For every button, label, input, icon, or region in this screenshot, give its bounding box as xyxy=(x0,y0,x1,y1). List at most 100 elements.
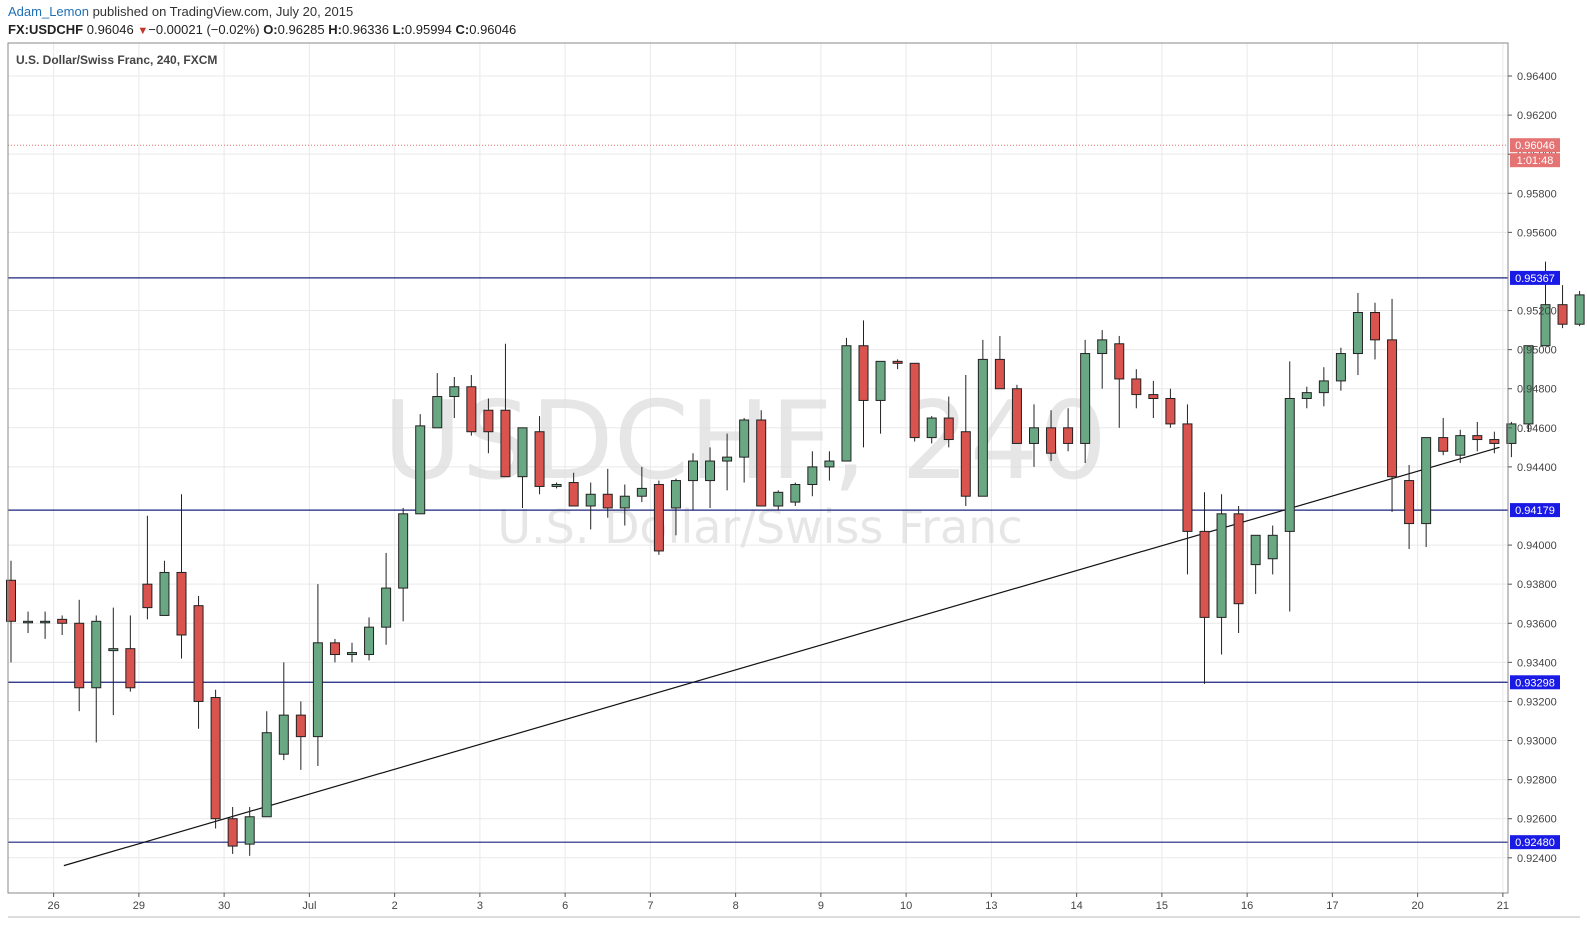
candle-body xyxy=(1301,392,1312,399)
candle-up xyxy=(1421,437,1432,548)
candle-body xyxy=(602,493,613,509)
candle-body xyxy=(312,642,323,738)
candle-body xyxy=(1063,427,1074,444)
candle-body xyxy=(1029,427,1039,444)
candle-body xyxy=(1540,304,1551,347)
level-price-tag xyxy=(1510,270,1560,285)
candle-body xyxy=(858,345,869,401)
y-tick-label: 0.93400 xyxy=(1517,657,1557,669)
x-tick-label: 21 xyxy=(1497,900,1509,912)
candle-down xyxy=(500,343,511,478)
candle-down xyxy=(1370,302,1380,360)
y-tick-label: 0.92600 xyxy=(1517,814,1557,826)
level-price-label: 0.94179 xyxy=(1515,505,1555,517)
low-label: L: xyxy=(392,22,405,37)
candle-up xyxy=(1284,361,1295,612)
candle-down xyxy=(1489,431,1500,454)
candle-down xyxy=(960,375,971,506)
x-tick-label: 16 xyxy=(1241,900,1253,912)
candle-body xyxy=(108,648,119,652)
candle-body xyxy=(568,482,579,507)
chart-title: U.S. Dollar/Swiss Franc, 240, FXCM xyxy=(16,53,217,67)
candle-up xyxy=(449,376,460,419)
price-axis[interactable]: 0.964000.962000.960000.958000.956000.952… xyxy=(1508,71,1557,865)
candle-down xyxy=(602,468,613,518)
open-value: 0.96285 xyxy=(277,22,325,37)
candle-up xyxy=(364,617,375,661)
y-tick-label: 0.95000 xyxy=(1517,345,1557,357)
candle-body xyxy=(193,605,204,702)
level-labels: 0.95367 0.94179 0.93298 0.92480 0.96046 1:01:… xyxy=(1510,138,1560,850)
price-change: −0.00021 (−0.02%) xyxy=(148,22,260,37)
y-tick-label: 0.94400 xyxy=(1517,462,1557,474)
candle-down xyxy=(568,472,579,507)
candle-up xyxy=(244,806,255,856)
candle-down xyxy=(74,599,85,712)
x-tick-label: 26 xyxy=(48,900,60,912)
candle-down xyxy=(534,416,545,495)
candle-up xyxy=(1080,339,1091,463)
low-value: 0.95994 xyxy=(404,22,452,37)
candle-body xyxy=(1506,423,1517,444)
candle-body xyxy=(756,419,767,507)
candle-body xyxy=(824,460,835,468)
author-link[interactable]: Adam_Lemon xyxy=(8,4,89,19)
candle-up xyxy=(347,642,357,663)
candle-up xyxy=(1523,345,1534,432)
candle-body xyxy=(23,620,34,624)
x-tick-label: 2 xyxy=(392,900,398,912)
candle-down xyxy=(125,615,136,692)
close-value: 0.96046 xyxy=(469,22,517,37)
candle-up xyxy=(739,418,750,483)
candle-body xyxy=(977,358,988,497)
candle-body xyxy=(432,396,443,429)
level-price-tag xyxy=(1510,675,1560,690)
candle-down xyxy=(1114,335,1125,428)
candle-down xyxy=(1387,298,1398,512)
candle-up xyxy=(381,552,392,645)
x-tick-label: 9 xyxy=(818,900,824,912)
candle-body xyxy=(159,571,170,616)
countdown-label: 1:01:48 xyxy=(1517,155,1554,167)
x-tick-label: 17 xyxy=(1326,900,1338,912)
candle-body xyxy=(483,409,494,433)
candle-down xyxy=(1131,369,1142,409)
candle-up xyxy=(517,427,528,508)
candle-body xyxy=(500,409,511,478)
level-price-label: 0.92480 xyxy=(1515,837,1555,849)
y-tick-label: 0.92400 xyxy=(1517,853,1557,865)
candle-up xyxy=(1574,290,1585,327)
time-axis[interactable]: 26 29 30 Jul 2 3 6 7 8 9 10 13 14 15 16 17 20 21 xyxy=(48,893,1510,912)
candle-down xyxy=(295,701,306,770)
candle-body xyxy=(585,493,596,507)
candle-body xyxy=(415,425,426,515)
y-tick-label: 0.95600 xyxy=(1517,227,1557,239)
countdown-tag xyxy=(1510,153,1560,168)
chart-header: Adam_Lemon published on TradingView.com,… xyxy=(0,0,1587,42)
last-price-tag xyxy=(1510,138,1560,153)
candle-body xyxy=(1046,427,1057,454)
trendline xyxy=(63,446,1500,867)
high-label: H: xyxy=(328,22,342,37)
candle-body xyxy=(91,620,102,689)
candle-body xyxy=(57,618,68,624)
candle-body xyxy=(40,620,51,624)
x-tick-label: 3 xyxy=(477,900,483,912)
candle-down xyxy=(994,335,1005,390)
candle-up xyxy=(977,339,988,497)
x-tick-label: 30 xyxy=(218,900,230,912)
candle-body xyxy=(6,579,16,622)
candle-body xyxy=(1455,435,1466,456)
candle-body xyxy=(278,714,289,755)
candle-down xyxy=(6,560,16,663)
candle-body xyxy=(1080,353,1091,444)
ohlc-legend: FX:USDCHF 0.96046 ▼−0.00021 (−0.02%) O:0… xyxy=(8,22,516,37)
down-arrow-icon: ▼ xyxy=(137,25,149,37)
candle-body xyxy=(244,816,255,845)
candle-body xyxy=(892,360,903,364)
candle-down xyxy=(1199,492,1210,684)
candle-up xyxy=(398,507,409,622)
candle-down xyxy=(193,595,204,729)
candles xyxy=(6,261,1585,856)
